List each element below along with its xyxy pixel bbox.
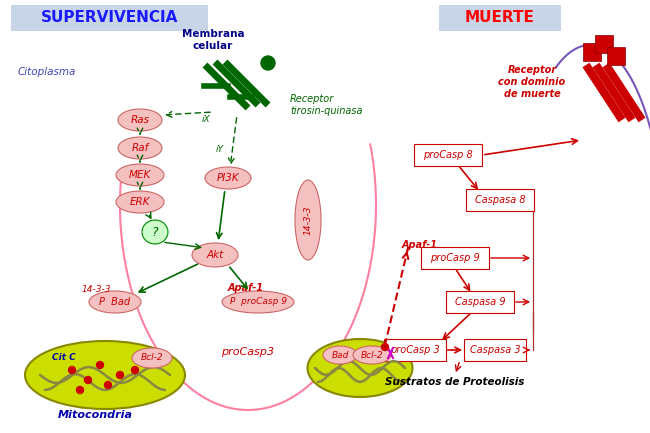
Text: Membrana
celular: Membrana celular — [182, 29, 244, 51]
Text: Bcl-2: Bcl-2 — [140, 353, 163, 362]
Text: ERK: ERK — [130, 197, 150, 207]
Text: Cit C: Cit C — [52, 352, 76, 362]
Text: Caspasa 9: Caspasa 9 — [455, 297, 505, 307]
Text: iX: iX — [202, 116, 211, 125]
Text: P  Bad: P Bad — [99, 297, 131, 307]
Circle shape — [96, 362, 103, 368]
Text: Bcl-2: Bcl-2 — [361, 350, 384, 359]
Text: Apaf-1: Apaf-1 — [228, 283, 264, 293]
Text: SUPERVIVENCIA: SUPERVIVENCIA — [42, 10, 179, 26]
Ellipse shape — [222, 291, 294, 313]
Text: ?: ? — [151, 226, 159, 239]
Ellipse shape — [116, 164, 164, 186]
Ellipse shape — [307, 339, 413, 397]
FancyBboxPatch shape — [466, 189, 534, 211]
Circle shape — [77, 387, 83, 394]
FancyBboxPatch shape — [464, 339, 526, 361]
Ellipse shape — [132, 348, 172, 368]
Circle shape — [131, 366, 138, 374]
Text: Mitocondria: Mitocondria — [57, 410, 133, 420]
FancyBboxPatch shape — [421, 247, 489, 269]
Ellipse shape — [118, 137, 162, 159]
Text: Apaf-1: Apaf-1 — [402, 240, 438, 250]
Text: Bad: Bad — [332, 350, 348, 359]
Circle shape — [105, 381, 112, 388]
Text: iY: iY — [216, 145, 224, 155]
FancyBboxPatch shape — [595, 35, 613, 53]
Text: Receptor
tirosin-quinasa: Receptor tirosin-quinasa — [290, 94, 363, 116]
Text: proCasp3: proCasp3 — [222, 347, 274, 357]
FancyBboxPatch shape — [439, 5, 561, 31]
Circle shape — [84, 377, 92, 384]
Text: 14-3-3: 14-3-3 — [82, 285, 112, 294]
Text: Sustratos de Proteolisis: Sustratos de Proteolisis — [385, 377, 525, 387]
Ellipse shape — [116, 191, 164, 213]
FancyBboxPatch shape — [446, 291, 514, 313]
Text: Receptor
con dominio
de muerte: Receptor con dominio de muerte — [499, 65, 566, 99]
Ellipse shape — [25, 341, 185, 409]
Text: Raf: Raf — [131, 143, 149, 153]
FancyBboxPatch shape — [11, 5, 208, 31]
Ellipse shape — [205, 167, 251, 189]
Text: proCasp 8: proCasp 8 — [423, 150, 473, 160]
Ellipse shape — [295, 180, 321, 260]
Text: P  proCasp 9: P proCasp 9 — [229, 297, 287, 307]
Circle shape — [116, 372, 124, 378]
Text: Ras: Ras — [131, 115, 150, 125]
Text: proCasp 3: proCasp 3 — [390, 345, 440, 355]
Ellipse shape — [353, 346, 391, 364]
Text: Caspasa 3: Caspasa 3 — [470, 345, 520, 355]
FancyBboxPatch shape — [384, 339, 446, 361]
Text: PI3K: PI3K — [216, 173, 239, 183]
Ellipse shape — [89, 291, 141, 313]
Ellipse shape — [118, 109, 162, 131]
Circle shape — [261, 56, 275, 70]
Text: 14-3-3: 14-3-3 — [304, 205, 313, 235]
Text: MEK: MEK — [129, 170, 151, 180]
Text: proCasp 9: proCasp 9 — [430, 253, 480, 263]
Ellipse shape — [323, 346, 357, 364]
Text: MUERTE: MUERTE — [465, 10, 535, 26]
Ellipse shape — [142, 220, 168, 244]
Text: Citoplasma: Citoplasma — [18, 67, 77, 77]
Text: Caspasa 8: Caspasa 8 — [474, 195, 525, 205]
Circle shape — [382, 343, 389, 350]
Ellipse shape — [192, 243, 238, 267]
Circle shape — [68, 366, 75, 374]
FancyBboxPatch shape — [607, 47, 625, 65]
Text: Akt: Akt — [207, 250, 224, 260]
FancyBboxPatch shape — [583, 43, 601, 61]
FancyBboxPatch shape — [414, 144, 482, 166]
